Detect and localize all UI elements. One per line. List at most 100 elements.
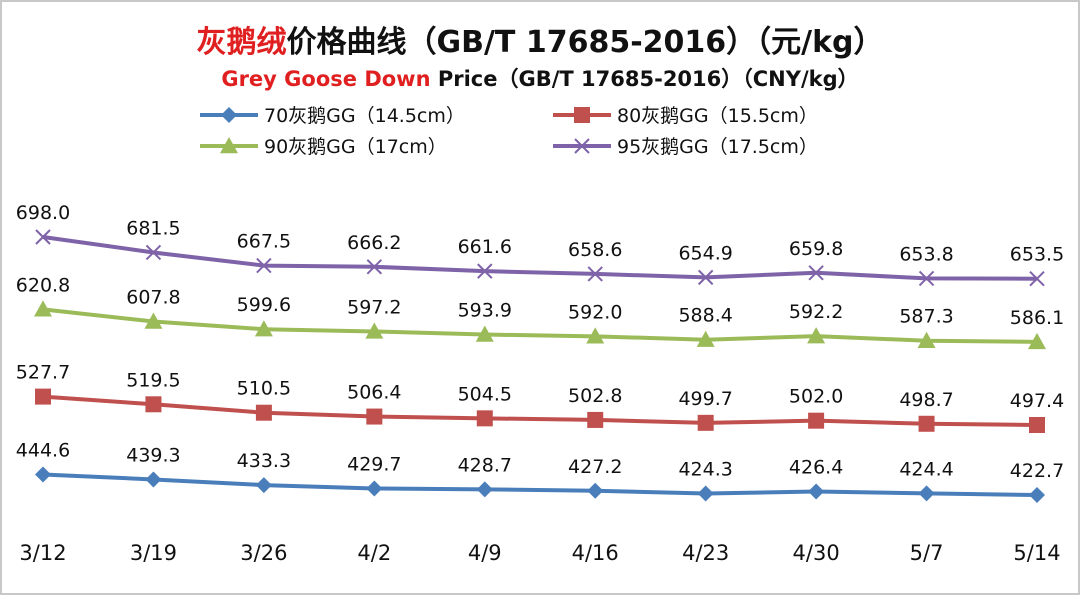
x-tick-label-5: 4/9 [468,541,502,565]
series-3-point-7 [696,330,715,347]
series-4-point-6-stroke-b [587,266,603,282]
chart-title-cn-highlight: 灰鹅绒 [196,25,286,60]
series-2-label-6: 502.8 [568,385,622,407]
series-layer [34,229,1046,503]
x-axis-ticks: 3/12 3/19 3/26 4/2 4/9 4/16 4/23 4/30 5/7 5/14 [19,541,1060,565]
x-tick-label-7: 4/23 [682,541,729,565]
series-1-point-1 [35,466,51,483]
series-1-line [42,472,1038,497]
series-4-point-10 [1029,270,1045,287]
x-tick-label-4: 4/2 [357,541,391,565]
series-1-point-8 [808,483,825,500]
x-tick-label-9: 5/7 [910,541,944,565]
series-2-point-9 [918,415,935,432]
series-2 [35,388,1045,433]
series-1-point-4 [366,480,383,497]
series-4-point-1 [35,229,51,245]
chart-title-en-highlight: Grey Goose Down [221,67,430,91]
series-3-label-3: 599.6 [237,294,291,316]
series-1-point-3 [255,477,272,494]
series-4 [35,229,1045,287]
series-3-point-5 [475,325,494,342]
series-4-point-9 [918,270,935,287]
series-1-point-6 [587,482,604,499]
series-3-point-8 [807,327,826,344]
legend-item-3: 90灰鹅GG（17cm） [200,136,447,158]
series-2-point-8 [808,412,825,429]
legend-item-4-marker-stroke-b [574,138,590,154]
series-2-line [42,394,1038,427]
series-4-label-4: 666.2 [347,232,401,254]
series-2-label-2: 519.5 [126,369,180,391]
series-2-point-2 [145,396,162,413]
series-3-point-2 [144,312,163,329]
series-1-label-9: 424.4 [899,458,953,480]
series-1-label-8: 426.4 [789,457,843,479]
legend-item-3-label: 90灰鹅GG（17cm） [264,136,447,158]
series-3-label-8: 592.2 [789,301,843,323]
chart-legend: 70灰鹅GG（14.5cm） 80灰鹅GG（15.5cm） 90灰鹅GG（17cm）… [200,105,818,158]
series-4-label-3: 667.5 [237,231,291,253]
series-3-label-7: 588.4 [678,305,732,327]
legend-item-1-label: 70灰鹅GG（14.5cm） [264,105,465,127]
x-tick-label-1: 3/12 [19,541,66,565]
series-3-label-4: 597.2 [347,296,401,318]
series-4-label-10: 653.5 [1010,244,1064,266]
series-1-label-6: 427.2 [568,456,622,478]
x-tick-label-2: 3/19 [130,541,177,565]
series-2-label-8: 502.0 [789,386,843,408]
series-3-label-6: 592.0 [568,301,622,323]
series-4-line [42,235,1038,281]
chart-title-cn: 灰鹅绒价格曲线（GB/T 17685-2016）（元/kg） [196,25,883,60]
series-3-point-1 [34,300,52,317]
chart-title-cn-rest: 价格曲线（GB/T 17685-2016）（元/kg） [286,25,883,60]
series-1-label-10: 422.7 [1010,460,1064,482]
series-2-point-10 [1029,416,1045,433]
series-4-point-7-stroke-b [697,269,714,286]
series-4-point-5-stroke-b [477,263,493,279]
chart-title-en-rest: Price（GB/T 17685-2016）（CNY/kg） [431,67,859,91]
series-2-label-4: 506.4 [347,382,401,404]
series-1-label-3: 433.3 [237,450,291,472]
series-4-point-8 [808,265,824,281]
series-1-label-2: 439.3 [126,444,180,466]
series-3-label-9: 587.3 [899,306,953,328]
series-3-label-5: 593.9 [458,300,512,322]
series-4-label-1: 698.0 [16,202,70,224]
series-4-point-5 [477,263,493,279]
series-2-point-3 [255,404,272,421]
series-4-point-9-stroke-b [918,270,935,287]
series-4-point-4 [366,259,383,275]
series-1-label-5: 428.7 [458,454,512,476]
series-1-label-1: 444.6 [16,439,70,461]
series-4-point-6 [587,266,603,282]
series-2-point-6 [587,411,604,428]
series-4-label-5: 661.6 [458,236,512,258]
series-2-point-4 [366,408,383,425]
series-1-point-2 [145,471,162,488]
series-4-point-2-stroke-b [145,244,162,261]
series-3-point-10 [1028,332,1046,350]
series-4-point-1-stroke-b [35,229,51,245]
series-4-point-3-stroke-b [256,257,272,274]
series-3-label-1: 620.8 [16,274,70,296]
series-1-point-10 [1029,487,1045,503]
series-4-label-8: 659.8 [789,238,843,260]
x-tick-label-8: 4/30 [793,541,840,565]
legend-item-4-label: 95灰鹅GG（17.5cm） [617,136,818,158]
series-2-point-1 [35,388,51,405]
series-4-label-6: 658.6 [568,239,622,261]
series-3-label-2: 607.8 [126,287,180,309]
series-1-label-7: 424.3 [678,459,732,481]
x-tick-label-3: 3/26 [240,541,287,565]
data-labels-layer: 444.6 439.3 433.3 429.7 428.7 427.2 424.3 426.4… [16,202,1064,482]
legend-item-1-marker [221,107,237,123]
series-2-label-3: 510.5 [237,378,291,400]
series-1-point-5 [476,481,493,498]
legend-item-4: 95灰鹅GG（17.5cm） [553,136,818,158]
series-4-point-10-stroke-b [1029,270,1045,287]
series-2-label-7: 499.7 [678,388,732,410]
series-4-point-8-stroke-b [808,265,824,281]
